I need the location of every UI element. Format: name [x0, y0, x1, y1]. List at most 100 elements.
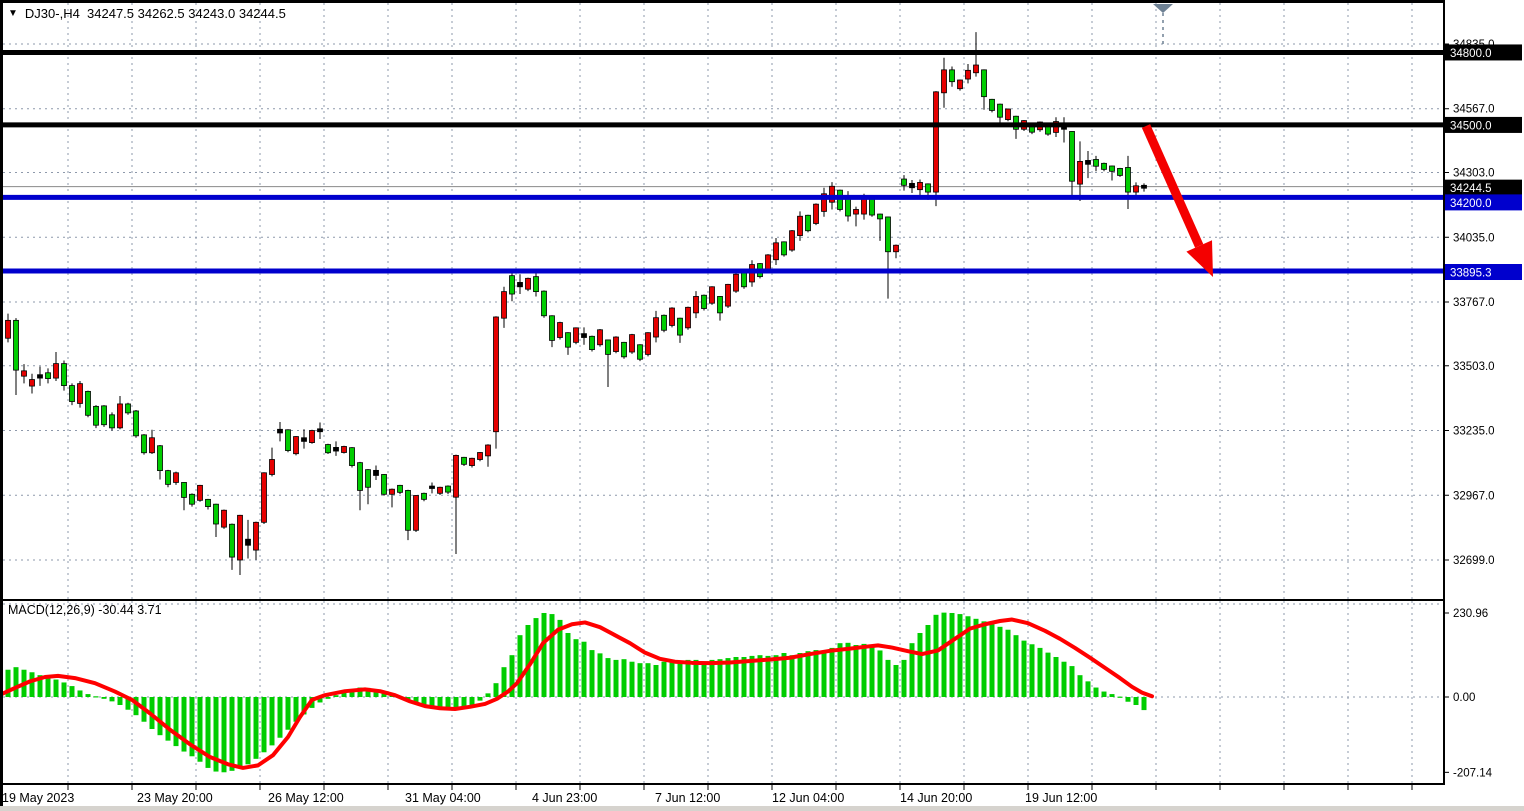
price-tick-label: 32699.0	[1453, 555, 1495, 567]
macd-histogram-bar	[477, 697, 483, 701]
macd-tick-label: 0.00	[1453, 692, 1475, 704]
candle-body	[213, 503, 219, 525]
candle-body	[461, 456, 467, 465]
candle-body	[685, 306, 691, 329]
candle-body	[845, 196, 851, 217]
candle-body	[61, 363, 67, 386]
candle-body	[661, 314, 667, 331]
candle-body	[1093, 159, 1099, 167]
macd-histogram-bar	[877, 650, 883, 697]
trend-arrow[interactable]	[1141, 124, 1213, 277]
macd-histogram-bar	[413, 697, 419, 703]
candle-body	[301, 437, 307, 442]
candle-body	[445, 485, 451, 493]
macd-tick-label: 230.96	[1453, 608, 1488, 620]
macd-histogram-bar	[693, 659, 699, 697]
macd-histogram-bar	[765, 655, 771, 697]
candle-body	[821, 193, 827, 212]
macd-histogram-bar	[885, 659, 891, 697]
candle-body	[1101, 162, 1107, 170]
candle-body	[741, 272, 747, 288]
macd-histogram-bar	[381, 692, 387, 697]
candle-body	[805, 214, 811, 232]
price-level-label: 34244.5	[1450, 183, 1492, 195]
candle-body	[381, 474, 387, 495]
macd-histogram-bar	[1053, 656, 1059, 697]
macd-histogram-bar	[637, 663, 643, 697]
candle-body	[901, 178, 907, 186]
candle-body	[317, 428, 323, 433]
candle-body	[957, 79, 963, 90]
macd-histogram-bar	[181, 697, 187, 752]
macd-histogram-bar	[645, 663, 651, 697]
macd-histogram-bar	[445, 697, 451, 711]
price-axis-separator	[1443, 3, 1445, 784]
candle-body	[469, 457, 475, 466]
macd-histogram-bar	[1037, 647, 1043, 697]
candle-body	[261, 472, 267, 523]
macd-histogram-bar	[245, 697, 251, 765]
macd-histogram-bar	[45, 676, 51, 697]
trend-arrow-shaft[interactable]	[1141, 124, 1204, 248]
symbol-dropdown-icon[interactable]: ▼	[8, 7, 18, 19]
macd-histogram-bar	[789, 655, 795, 697]
macd-histogram-bar	[285, 697, 291, 730]
macd-histogram-bar	[517, 635, 523, 697]
candle-body	[893, 244, 899, 253]
grid-lines	[3, 3, 1443, 783]
candle-body	[109, 414, 115, 429]
time-axis-label: 19 Jun 12:00	[1025, 791, 1097, 805]
macd-histogram-bar	[781, 652, 787, 697]
candle-body	[293, 436, 299, 455]
candle-body	[653, 317, 659, 338]
candle-body	[573, 327, 579, 343]
symbol-info-bar: ▼ DJ30-,H4 34247.5 34262.5 34243.0 34244…	[8, 6, 286, 21]
macd-histogram-bar	[1125, 697, 1131, 702]
price-level-label-box	[1445, 44, 1522, 61]
macd-histogram-bar	[741, 656, 747, 697]
macd-histogram-bar	[357, 687, 363, 697]
candle-body	[309, 430, 315, 443]
macd-histogram-bar	[1005, 629, 1011, 697]
candle-body	[173, 472, 179, 483]
candle-body	[869, 198, 875, 216]
macd-histogram-bar	[101, 697, 107, 699]
macd-histogram-bar	[1117, 696, 1123, 698]
macd-histogram-bar	[453, 697, 459, 710]
macd-histogram-bar	[725, 658, 731, 697]
macd-histogram-bar	[429, 697, 435, 708]
candle-body	[165, 470, 171, 485]
macd-histogram-bar	[565, 632, 571, 697]
macd-histogram-bar	[837, 643, 843, 697]
macd-histogram-bar	[493, 683, 499, 697]
candle-body	[565, 332, 571, 348]
candle-body	[53, 363, 59, 379]
macd-histogram-bar	[821, 651, 827, 697]
time-axis-label: 7 Jun 12:00	[655, 791, 720, 805]
macd-histogram-bar	[77, 690, 83, 697]
candle-body	[125, 403, 131, 414]
macd-histogram-bar	[61, 682, 67, 697]
macd-histogram-bar	[37, 675, 43, 697]
candle-body	[917, 182, 923, 191]
candle-body	[797, 215, 803, 236]
macd-histogram-bar	[525, 624, 531, 697]
candle-body	[245, 538, 251, 546]
candle-body	[613, 336, 619, 352]
candle-body	[813, 203, 819, 224]
candle-body	[101, 405, 107, 426]
chart-shift-marker-icon[interactable]	[1153, 4, 1173, 13]
candle-body	[629, 334, 635, 353]
trend-arrow-head[interactable]	[1186, 240, 1213, 277]
macd-histogram-bar	[549, 614, 555, 697]
macd-histogram-bar	[213, 697, 219, 772]
macd-histogram-bar	[893, 664, 899, 697]
macd-histogram-bar	[653, 664, 659, 697]
candle-body	[877, 213, 883, 220]
candle-body	[77, 383, 83, 404]
macd-signal-line	[0, 617, 1154, 770]
candle-body	[589, 335, 595, 350]
macd-histogram-bar	[117, 697, 123, 706]
